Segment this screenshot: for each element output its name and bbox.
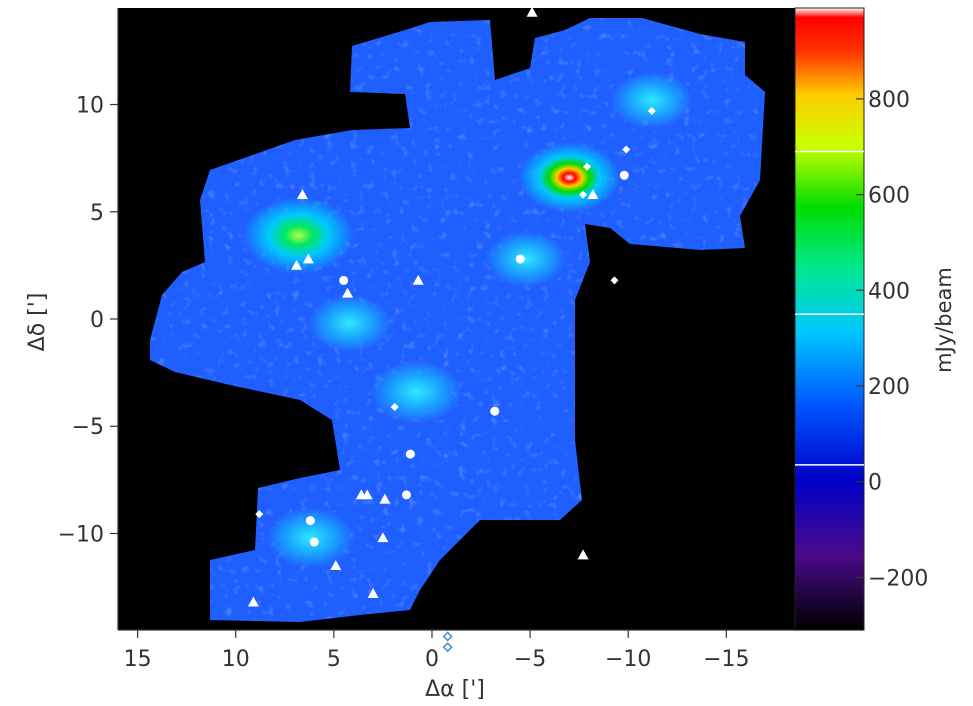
source-triangle-marker [296, 189, 308, 199]
y-axis-title: Δδ ['] [25, 293, 50, 352]
colorbar-contour-lines [795, 150, 864, 466]
x-axis-ticks: 15 10 5 0 −5 −10 −15 [124, 630, 750, 672]
emission-peak [370, 360, 462, 424]
emission-peak [308, 294, 391, 353]
source-circle-marker [309, 537, 319, 547]
y-axis-ticks: −10 −5 0 5 10 [58, 94, 118, 547]
source-triangle-marker [247, 596, 259, 607]
colorbar-tick-label: 400 [868, 279, 910, 304]
x-tick-label: 5 [327, 647, 341, 672]
colorbar-tick-label: 0 [868, 471, 882, 496]
y-tick-label: −10 [58, 522, 104, 547]
emission-layer [243, 71, 693, 569]
source-triangle-marker [526, 8, 538, 17]
source-diamond-marker [647, 106, 656, 115]
source-triangle-marker [377, 532, 389, 543]
colorbar-tick-label: −200 [868, 566, 928, 591]
source-triangle-marker [367, 588, 379, 598]
colorbar-tick-label: 600 [868, 184, 910, 209]
source-triangle-marker [361, 489, 373, 500]
source-circle-marker [405, 449, 415, 459]
y-tick-label: −5 [72, 415, 104, 440]
source-triangle-marker [587, 189, 599, 199]
source-circle-marker [305, 516, 315, 526]
emission-peak [610, 71, 693, 129]
source-triangle-marker [342, 287, 354, 298]
emission-peak [485, 230, 567, 287]
emission-peak [243, 196, 354, 274]
source-open-diamond-marker [442, 642, 453, 653]
source-triangle-marker [291, 259, 303, 270]
source-triangle-marker [412, 274, 424, 285]
source-circle-marker [619, 170, 629, 180]
y-tick-label: 5 [90, 201, 104, 226]
source-diamond-marker [622, 145, 631, 154]
source-diamond-marker [390, 402, 399, 411]
x-tick-label: 15 [124, 647, 152, 672]
source-open-diamond-marker [442, 631, 453, 642]
x-tick-label: 10 [222, 647, 250, 672]
source-diamond-marker [610, 276, 619, 285]
x-tick-label: −5 [514, 647, 546, 672]
source-circle-marker [401, 490, 411, 500]
source-circle-marker [339, 275, 349, 285]
colorbar-ticks: −200 0 200 400 600 800 [856, 88, 928, 591]
emission-peak [266, 507, 355, 569]
source-triangle-marker [302, 253, 314, 264]
emission-peak [518, 142, 620, 213]
y-tick-label: 10 [76, 94, 104, 119]
x-tick-label: 0 [425, 647, 439, 672]
x-tick-label: −15 [703, 647, 749, 672]
source-triangle-marker [379, 493, 391, 504]
colorbar-tick-label: 800 [868, 88, 910, 113]
source-circle-marker [490, 406, 500, 416]
source-triangle-marker [330, 560, 342, 571]
x-tick-label: −10 [605, 647, 651, 672]
marker-layer [247, 8, 656, 607]
x-axis-title: Δα ['] [425, 677, 485, 702]
source-circle-marker [515, 254, 525, 264]
source-diamond-marker [582, 162, 591, 171]
y-tick-label: 0 [90, 308, 104, 333]
colorbar-title: mJy/beam [932, 267, 956, 373]
source-triangle-marker [577, 549, 589, 560]
source-diamond-marker [579, 190, 588, 199]
colorbar [794, 7, 865, 631]
colorbar-tick-label: 200 [868, 375, 910, 400]
source-diamond-marker [255, 510, 264, 519]
